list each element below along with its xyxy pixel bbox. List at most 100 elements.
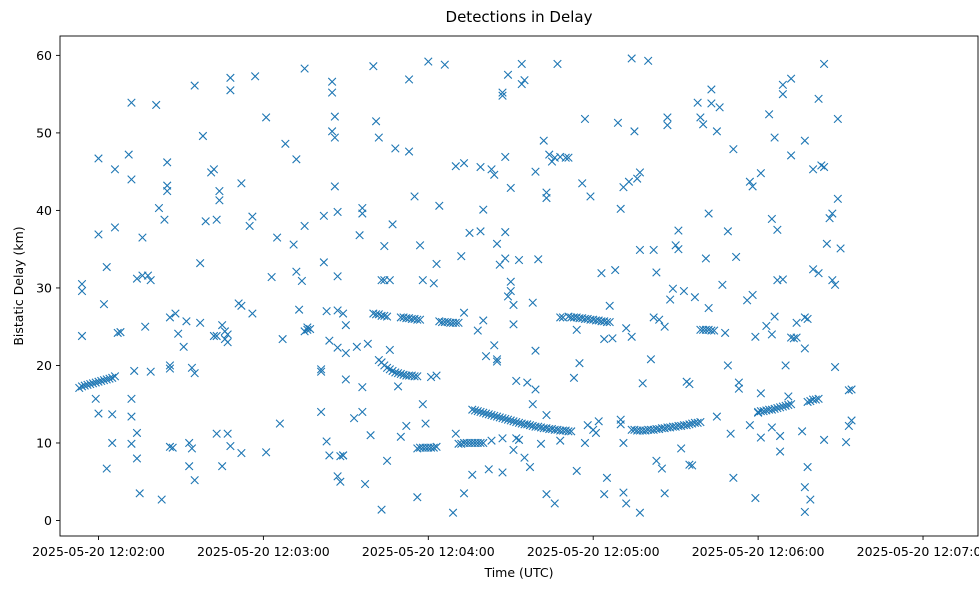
data-point (806, 495, 815, 504)
data-point (410, 372, 419, 381)
data-point (723, 361, 733, 370)
data-point (542, 489, 551, 499)
data-point (828, 275, 837, 285)
data-point (729, 144, 738, 154)
data-point (800, 482, 810, 492)
data-point (556, 313, 565, 322)
data-point (448, 508, 458, 517)
data-point (341, 348, 351, 358)
data-point (319, 258, 329, 267)
data-point (195, 258, 205, 268)
data-point (492, 239, 502, 248)
data-point (322, 437, 331, 446)
data-point (163, 158, 172, 167)
data-point (110, 223, 120, 232)
data-point (660, 489, 669, 498)
data-point (402, 421, 411, 431)
data-point (506, 416, 515, 425)
data-point (569, 373, 579, 383)
data-point (382, 456, 392, 465)
data-point (391, 368, 400, 377)
data-point (594, 417, 603, 426)
data-point (305, 324, 315, 334)
data-point (575, 358, 584, 368)
data-point (173, 329, 183, 338)
plot-area (59, 35, 979, 537)
data-point (528, 298, 537, 307)
data-point (734, 384, 744, 393)
data-point (97, 376, 106, 386)
data-point (490, 411, 499, 421)
data-point (784, 392, 793, 401)
data-point (138, 233, 147, 242)
data-point (847, 385, 856, 394)
data-point (261, 113, 271, 122)
data-point (674, 244, 683, 254)
data-point (803, 314, 812, 324)
data-point (509, 445, 518, 455)
data-point (77, 286, 87, 296)
data-point (751, 332, 760, 341)
x-tick-label: 2025-05-20 12:04:00 (362, 544, 495, 559)
data-point (338, 451, 348, 460)
data-point (501, 414, 510, 424)
data-point (698, 120, 708, 129)
data-point (86, 379, 95, 389)
data-point (374, 133, 384, 142)
data-point (712, 412, 722, 421)
data-point (682, 420, 691, 430)
data-point (525, 420, 535, 430)
data-point (781, 361, 790, 370)
data-point (723, 227, 733, 236)
data-point (514, 435, 524, 445)
data-point (113, 328, 122, 338)
data-point (580, 114, 590, 124)
data-point (605, 301, 614, 310)
data-point (94, 409, 103, 418)
data-point (294, 305, 304, 314)
data-point (635, 168, 645, 177)
data-point (160, 215, 169, 224)
data-point (127, 175, 136, 184)
data-point (99, 300, 109, 309)
data-point (616, 204, 625, 214)
data-point (775, 447, 785, 456)
data-point (498, 434, 507, 443)
data-point (380, 311, 389, 321)
data-point (432, 442, 441, 452)
data-point (410, 192, 419, 201)
data-point (163, 186, 172, 196)
data-point (341, 320, 351, 330)
data-point (751, 493, 760, 503)
data-point (613, 118, 623, 128)
data-point (366, 431, 375, 440)
data-point (707, 326, 716, 335)
data-point (487, 436, 496, 445)
data-point (190, 475, 199, 485)
data-point (470, 406, 480, 415)
x-axis-label: Time (UTC) (483, 565, 553, 580)
data-point (591, 428, 601, 438)
data-point (509, 300, 518, 310)
data-point (503, 70, 513, 79)
data-point (179, 342, 188, 352)
data-point (701, 254, 711, 263)
data-point (481, 351, 491, 361)
data-point (704, 209, 713, 218)
data-point (492, 412, 502, 421)
data-point (94, 377, 103, 386)
data-point (775, 403, 785, 412)
data-point (814, 94, 823, 103)
data-point (624, 177, 634, 186)
data-point (468, 405, 477, 414)
data-point (237, 301, 246, 310)
data-point (281, 139, 290, 148)
data-point (451, 318, 460, 328)
data-point (358, 382, 367, 392)
data-point (778, 80, 788, 90)
data-point (748, 290, 757, 300)
data-point (141, 322, 150, 331)
x-tick-label: 2025-05-20 12:07:00 (857, 544, 979, 559)
data-point (278, 334, 287, 344)
data-point (226, 86, 235, 95)
